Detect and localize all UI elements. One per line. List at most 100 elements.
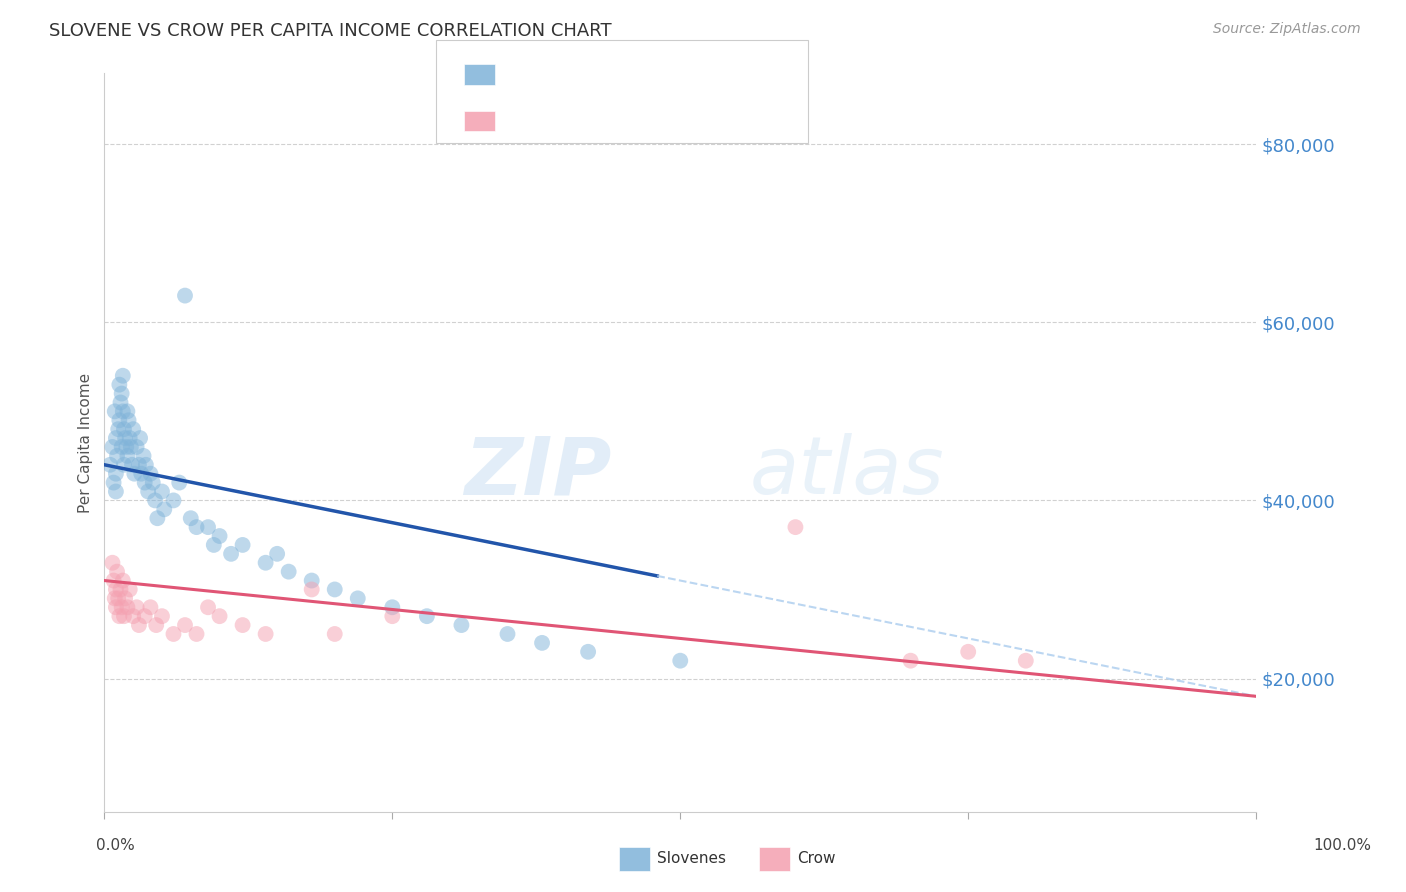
- Point: [112, 422, 135, 436]
- Point: [104, 484, 127, 499]
- Point: [785, 520, 807, 534]
- Point: [232, 538, 254, 552]
- Point: [323, 627, 346, 641]
- Point: [301, 582, 323, 597]
- Point: [381, 600, 404, 615]
- Point: [132, 449, 155, 463]
- Point: [108, 609, 131, 624]
- Point: [115, 440, 138, 454]
- Point: [150, 484, 173, 499]
- Point: [301, 574, 323, 588]
- Point: [104, 467, 127, 481]
- Text: atlas: atlas: [749, 434, 943, 511]
- Point: [346, 591, 368, 606]
- Point: [232, 618, 254, 632]
- Point: [129, 467, 152, 481]
- Point: [576, 645, 599, 659]
- Point: [197, 520, 219, 534]
- Point: [111, 368, 134, 383]
- Point: [1015, 654, 1038, 668]
- Point: [208, 529, 231, 543]
- Point: [114, 431, 136, 445]
- Point: [124, 467, 146, 481]
- Point: [134, 609, 156, 624]
- Point: [104, 591, 127, 606]
- Point: [105, 565, 128, 579]
- Point: [277, 565, 299, 579]
- Point: [143, 493, 166, 508]
- Point: [112, 609, 135, 624]
- Point: [103, 574, 125, 588]
- Point: [153, 502, 176, 516]
- Point: [112, 458, 135, 472]
- Point: [128, 458, 150, 472]
- Point: [110, 582, 132, 597]
- Text: ZIP: ZIP: [464, 434, 612, 511]
- Point: [120, 440, 142, 454]
- Point: [136, 484, 159, 499]
- Point: [98, 458, 121, 472]
- Point: [162, 493, 184, 508]
- Point: [450, 618, 472, 632]
- Point: [103, 475, 125, 490]
- Text: R =  -0.513   N = 36: R = -0.513 N = 36: [503, 108, 672, 126]
- Point: [416, 609, 439, 624]
- Point: [139, 600, 162, 615]
- Point: [114, 591, 136, 606]
- Y-axis label: Per Capita Income: Per Capita Income: [79, 373, 93, 513]
- Point: [669, 654, 692, 668]
- Point: [174, 618, 197, 632]
- Point: [117, 600, 139, 615]
- Point: [135, 458, 157, 472]
- Point: [118, 431, 141, 445]
- Point: [111, 600, 134, 615]
- Point: [117, 404, 139, 418]
- Point: [208, 609, 231, 624]
- Point: [122, 609, 145, 624]
- Text: R = -0.440   N = 65: R = -0.440 N = 65: [503, 62, 666, 79]
- Point: [110, 395, 132, 409]
- Point: [174, 288, 197, 302]
- Text: Slovenes: Slovenes: [657, 851, 725, 865]
- Point: [104, 431, 127, 445]
- Text: Source: ZipAtlas.com: Source: ZipAtlas.com: [1213, 22, 1361, 37]
- Point: [107, 422, 129, 436]
- Point: [139, 467, 162, 481]
- Text: 100.0%: 100.0%: [1313, 838, 1372, 853]
- Point: [145, 618, 167, 632]
- Point: [111, 440, 134, 454]
- Point: [125, 600, 148, 615]
- Point: [167, 475, 190, 490]
- Text: Crow: Crow: [797, 851, 835, 865]
- Point: [146, 511, 169, 525]
- Point: [105, 449, 128, 463]
- Point: [117, 449, 139, 463]
- Point: [957, 645, 980, 659]
- Point: [496, 627, 519, 641]
- Point: [254, 556, 277, 570]
- Point: [180, 511, 202, 525]
- Point: [254, 627, 277, 641]
- Point: [381, 609, 404, 624]
- Point: [323, 582, 346, 597]
- Point: [129, 431, 152, 445]
- Text: 0.0%: 0.0%: [96, 838, 135, 853]
- Point: [104, 582, 127, 597]
- Point: [162, 627, 184, 641]
- Point: [101, 440, 124, 454]
- Point: [134, 475, 156, 490]
- Point: [111, 386, 134, 401]
- Point: [121, 458, 143, 472]
- Text: SLOVENE VS CROW PER CAPITA INCOME CORRELATION CHART: SLOVENE VS CROW PER CAPITA INCOME CORREL…: [49, 22, 612, 40]
- Point: [531, 636, 554, 650]
- Point: [186, 520, 208, 534]
- Point: [900, 654, 922, 668]
- Point: [108, 377, 131, 392]
- Point: [197, 600, 219, 615]
- Point: [125, 440, 148, 454]
- Point: [219, 547, 242, 561]
- Point: [202, 538, 225, 552]
- Point: [117, 413, 139, 427]
- Point: [101, 556, 124, 570]
- Point: [118, 582, 141, 597]
